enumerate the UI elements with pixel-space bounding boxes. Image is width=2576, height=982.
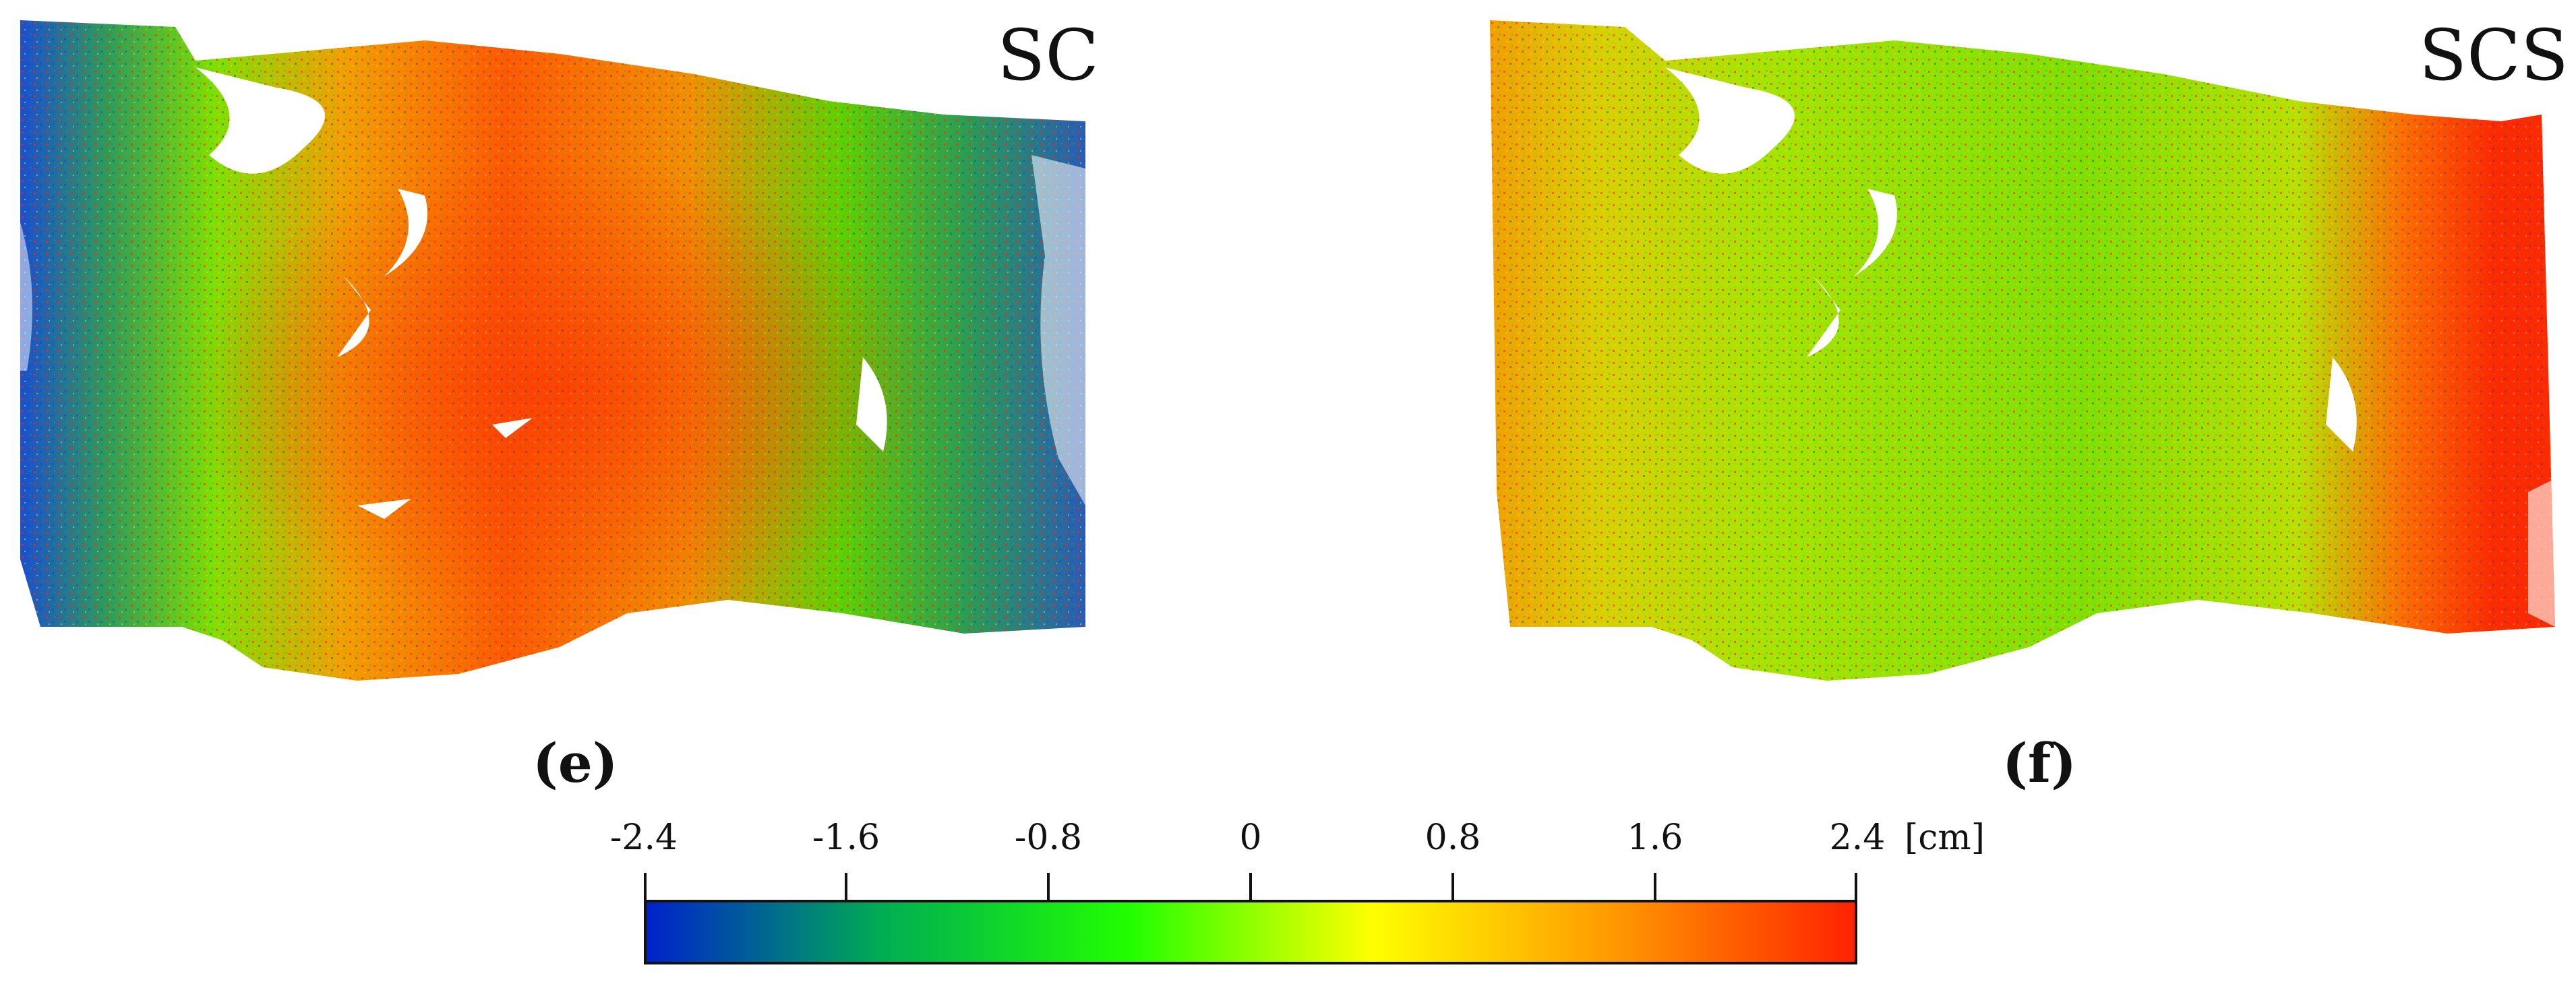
colorbar-gradient (644, 900, 1857, 964)
colorbar-tick-mark (1249, 873, 1252, 900)
point-cloud-panel-scs: SCS (1490, 20, 2569, 694)
colorbar-tick-mark (1855, 873, 1857, 900)
panel-title-scs: SCS (2418, 14, 2569, 96)
colorbar-tick-label: 1.6 (1627, 818, 1683, 858)
colorbar-tick-label: -1.6 (812, 818, 880, 858)
subfigure-label-f: (f) (2002, 731, 2077, 795)
colorbar-tick-mark (845, 873, 847, 900)
colorbar-tick-label: -2.4 (609, 818, 678, 858)
colorbar-tick-mark (1451, 873, 1454, 900)
deviation-map-scs (1490, 20, 2555, 681)
colorbar-tick-mark (1654, 873, 1656, 900)
colorbar: -2.4 -1.6 -0.8 0 0.8 1.6 2.4 [cm] (610, 805, 1985, 974)
colorbar-tick-label: 0 (1239, 818, 1262, 858)
colorbar-tick-mark (1047, 873, 1050, 900)
colorbar-tick-label: 0.8 (1425, 818, 1481, 858)
colorbar-tick-label: 2.4 (1829, 818, 1886, 858)
colorbar-tick-mark (644, 873, 647, 900)
panel-title-sc: SC (997, 14, 1099, 96)
point-cloud-panel-sc: SC (20, 20, 1099, 694)
subfigure-label-e: (e) (533, 731, 618, 795)
deviation-map-sc (20, 20, 1085, 681)
colorbar-tick-label: -0.8 (1014, 818, 1083, 858)
colorbar-unit: [cm] (1905, 818, 1985, 858)
